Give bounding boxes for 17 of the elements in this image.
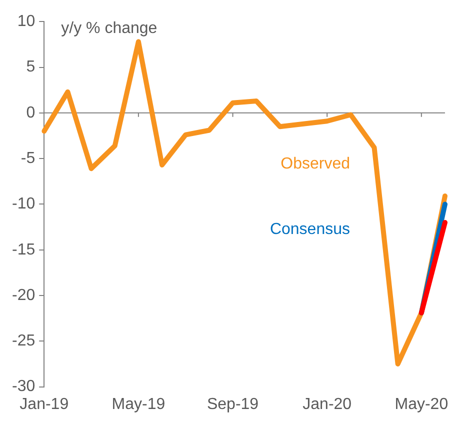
y-axis-title: y/y % change [61,20,158,38]
y-tick-label: -5 [20,150,36,167]
x-tick-label: Sep-19 [206,396,259,413]
x-tick-label: Jan-19 [20,396,69,413]
series-label: Observed [280,155,350,172]
y-tick-label: 0 [26,104,36,122]
y-tick-label: 5 [26,58,36,76]
y-tick-label: -25 [12,332,36,350]
x-tick-label: May-19 [112,396,166,413]
y-tick-label: -30 [12,378,36,396]
text: Consensus [270,221,350,238]
y-tick-label: -10 [12,196,36,213]
y-tick-label: -20 [12,286,36,304]
x-tick-label: Jan-20 [302,396,352,413]
y-tick-label: -15 [12,241,36,258]
x-tick-label: May-20 [394,396,448,413]
y-tick-label: 10 [17,13,36,30]
